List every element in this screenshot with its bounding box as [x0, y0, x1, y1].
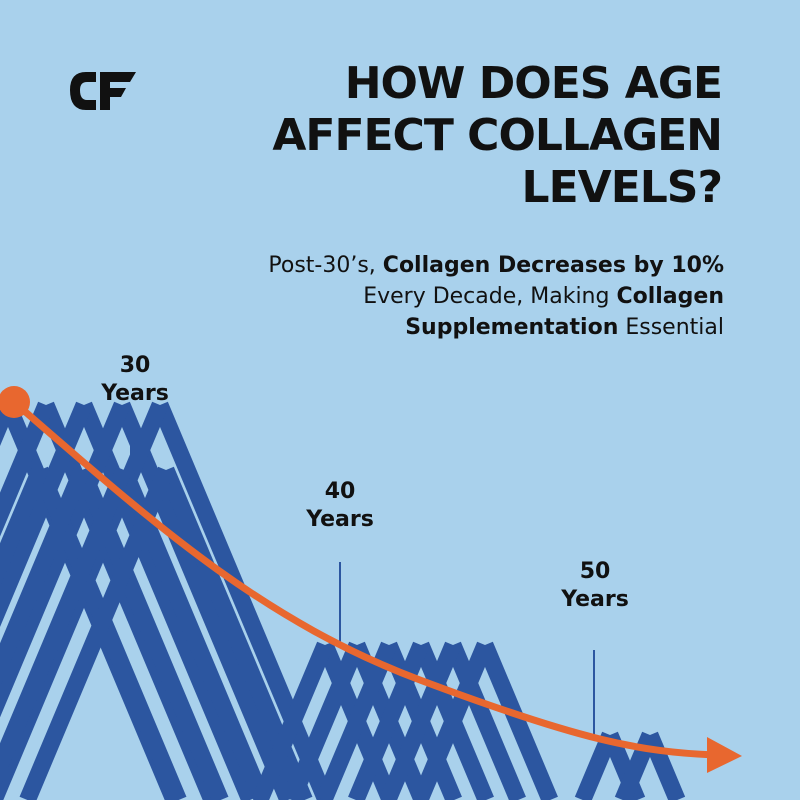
headline-line-2: AFFECT COLLAGEN [272, 110, 723, 161]
fiber-strand [152, 401, 334, 800]
cf-logo-icon [70, 72, 136, 110]
fiber-strand [114, 401, 296, 800]
headline-line-3: LEVELS? [521, 162, 723, 213]
fiber-strand [0, 401, 92, 627]
fiber-strand [76, 401, 258, 800]
fiber-strand [0, 466, 132, 788]
fiber-strand [316, 641, 397, 800]
fiber-strand [284, 641, 365, 800]
subtitle-part-1: Post-30’s, [268, 253, 383, 278]
fiber-strand [477, 641, 558, 800]
fiber-strand [0, 466, 90, 688]
fiber-strand [412, 641, 493, 800]
fiber-strand [252, 641, 333, 800]
fiber-strand [574, 731, 618, 800]
subtitle-part-2: Every Decade, Making [363, 284, 617, 309]
subtitle-part-3: Essential [618, 315, 724, 340]
arrow-icon [707, 737, 742, 773]
fiber-strand [0, 401, 54, 537]
age-unit: Years [561, 587, 629, 612]
fiber-strand [348, 641, 429, 800]
subtitle-bold-1: Collagen Decreases by 10% [382, 253, 724, 278]
subtitle-bold-2: Collagen Supplementation [405, 284, 724, 340]
fiber-strand [19, 466, 174, 800]
dot-icon [0, 386, 30, 418]
fiber-strand [380, 641, 461, 800]
age-unit: Years [306, 507, 374, 532]
headline-line-1: HOW DOES AGE [344, 58, 723, 109]
page-title: HOW DOES AGE AFFECT COLLAGEN LEVELS? [202, 58, 723, 214]
fiber-strand [445, 641, 526, 800]
age-number: 30 [119, 353, 151, 378]
age-number: 40 [324, 479, 356, 504]
fiber-strand [0, 466, 48, 588]
collagen-decline-curve [10, 398, 719, 759]
age-label-30: 30 Years [75, 352, 195, 408]
age-label-40: 40 Years [280, 478, 400, 534]
age-unit: Years [101, 381, 169, 406]
subtitle: Post-30’s, Collagen Decreases by 10% Eve… [254, 250, 724, 343]
age-label-50: 50 Years [535, 558, 655, 614]
age-number: 50 [579, 559, 611, 584]
